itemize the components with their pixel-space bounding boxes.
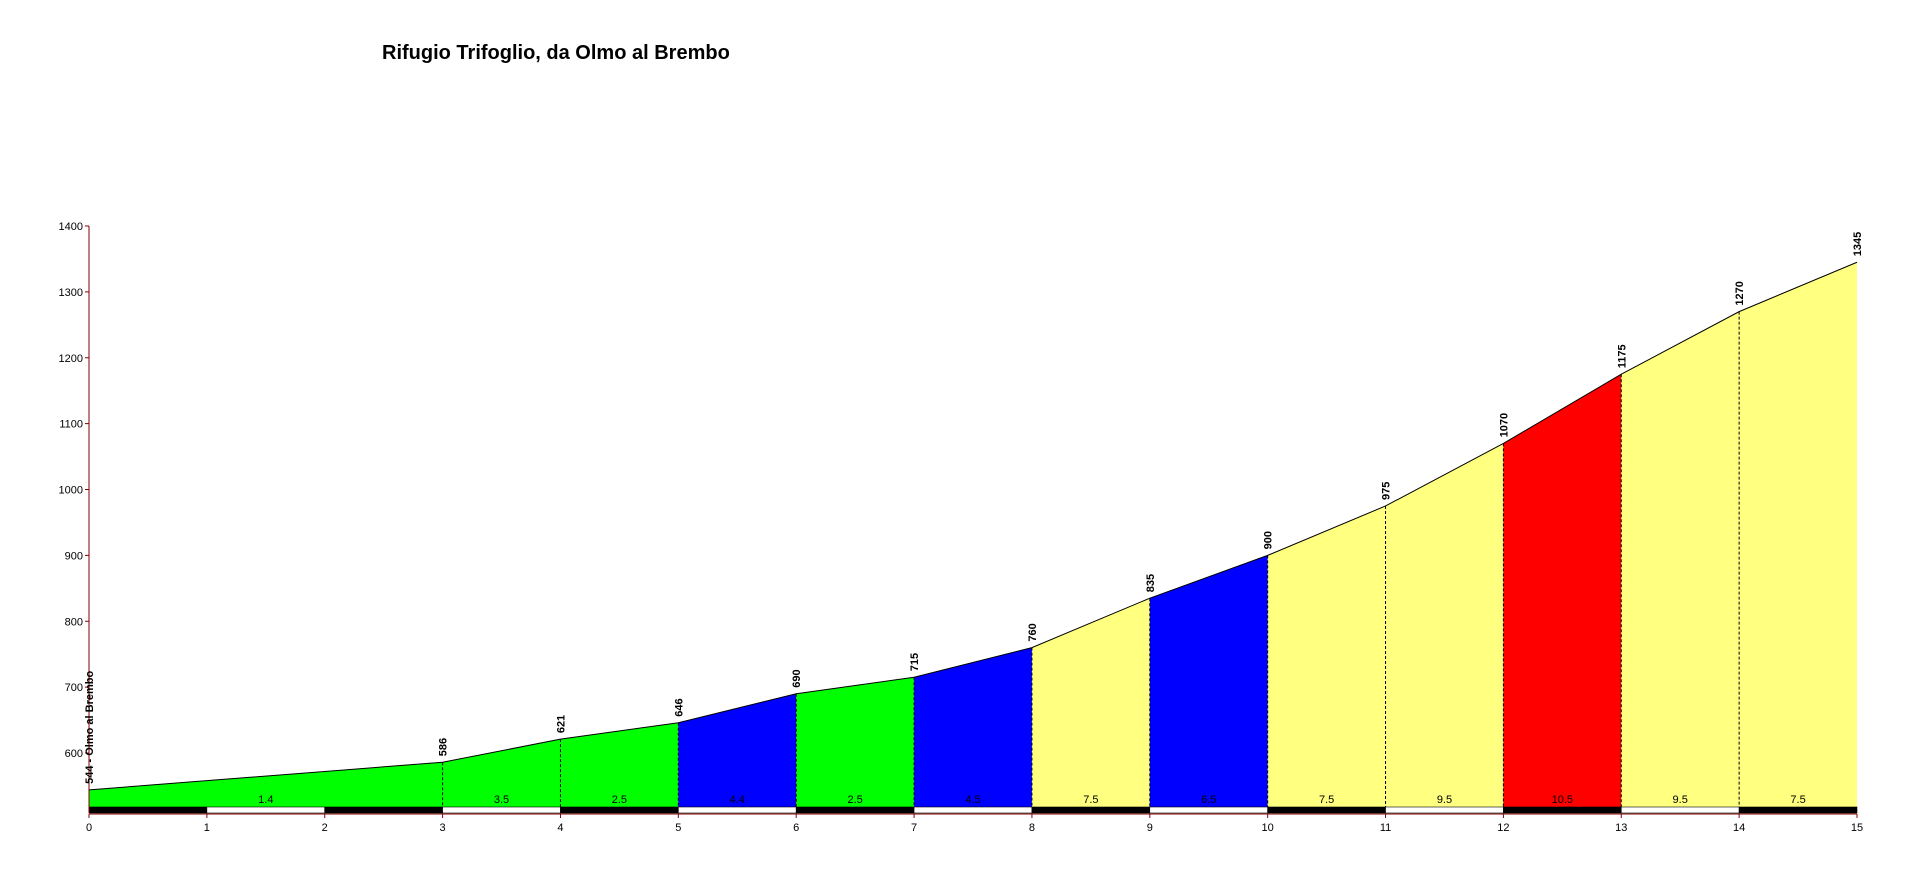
x-tick-label-14: 14 (1733, 822, 1745, 834)
gradient-label-0: 1.4 (258, 794, 273, 806)
km-strip-10 (1267, 806, 1386, 814)
gradient-label-3: 4.4 (730, 794, 745, 806)
km-strip-9 (1149, 806, 1268, 814)
x-tick-label-2: 2 (322, 822, 328, 834)
elevation-label-6: 690 (791, 669, 803, 687)
x-tick-label-5: 5 (675, 822, 681, 834)
profile-line (88, 261, 1858, 791)
gradient-label-8: 7.5 (1319, 794, 1334, 806)
gradient-label-1: 3.5 (494, 794, 509, 806)
segment-area-12 (1739, 262, 1857, 807)
gradient-label-10: 10.5 (1552, 794, 1573, 806)
y-tick-label-1200: 1200 (59, 353, 83, 365)
elevation-label-13: 1175 (1616, 344, 1628, 368)
gradient-label-4: 2.5 (847, 794, 862, 806)
km-strip-6 (795, 806, 915, 814)
km-strip-3 (442, 806, 561, 814)
gradient-label-9: 9.5 (1437, 794, 1452, 806)
x-tick-label-13: 13 (1615, 822, 1627, 834)
x-tick-label-11: 11 (1380, 822, 1391, 834)
km-strip-14 (1738, 806, 1858, 814)
y-tick-label-800: 800 (65, 616, 83, 628)
gradient-label-6: 7.5 (1083, 794, 1098, 806)
x-tick-label-4: 4 (557, 822, 563, 834)
elevation-label-12: 1070 (1498, 413, 1510, 437)
segment-area-11 (1621, 311, 1740, 807)
km-strip-2 (324, 806, 443, 814)
elevation-label-14: 1270 (1734, 281, 1746, 305)
gradient-label-5: 4.5 (965, 794, 980, 806)
segment-area-2 (560, 722, 679, 807)
elevation-label-4: 621 (555, 715, 567, 733)
segment-area-6 (1031, 598, 1150, 807)
y-tick-label-700: 700 (65, 682, 83, 694)
x-tick-label-8: 8 (1029, 822, 1035, 834)
gradient-label-2: 2.5 (612, 794, 627, 806)
elevation-label-15: 1345 (1852, 232, 1864, 256)
gradient-label-12: 7.5 (1790, 794, 1805, 806)
segment-area-9 (1385, 443, 1504, 807)
y-tick-label-1300: 1300 (59, 287, 83, 299)
y-tick-label-600: 600 (65, 748, 83, 760)
x-tick-label-15: 15 (1851, 822, 1863, 834)
elevation-label-8: 760 (1027, 623, 1039, 641)
elevation-label-7: 715 (909, 653, 921, 671)
km-strip-12 (1503, 806, 1622, 814)
elevation-label-9: 835 (1145, 574, 1157, 592)
x-tick-label-10: 10 (1262, 822, 1274, 834)
segment-area-1 (442, 739, 561, 807)
km-strip-0 (88, 806, 208, 814)
gradient-label-7: 6.5 (1201, 794, 1216, 806)
km-strip-11 (1385, 806, 1504, 814)
segment-area-3 (678, 693, 797, 807)
elevation-label-10: 900 (1263, 531, 1275, 549)
km-strip-5 (678, 806, 797, 814)
elevation-label-3: 586 (438, 738, 450, 756)
elevation-label-0: 544 - Olmo al Brembo (84, 671, 96, 784)
km-strip-1 (206, 806, 326, 814)
km-strip-8 (1031, 806, 1151, 814)
elevation-label-11: 975 (1381, 482, 1393, 500)
x-tick-label-12: 12 (1497, 822, 1509, 834)
segment-area-0 (89, 762, 443, 807)
elevation-label-5: 646 (673, 698, 685, 716)
km-strip-4 (560, 806, 679, 814)
y-tick-label-900: 900 (65, 550, 83, 562)
segment-area-10 (1503, 374, 1622, 807)
y-tick-label-1400: 1400 (59, 221, 83, 233)
y-tick-label-1100: 1100 (59, 419, 83, 431)
x-tick-label-3: 3 (440, 822, 446, 834)
y-tick-label-1000: 1000 (59, 485, 83, 497)
chart-title: Rifugio Trifoglio, da Olmo al Brembo (382, 42, 730, 64)
km-strip-7 (913, 806, 1033, 814)
km-strip-13 (1620, 806, 1740, 814)
segment-area-7 (1149, 555, 1268, 807)
x-tick-label-6: 6 (793, 822, 799, 834)
x-tick-label-9: 9 (1147, 822, 1153, 834)
x-tick-label-1: 1 (204, 822, 210, 834)
gradient-label-11: 9.5 (1673, 794, 1688, 806)
segment-area-5 (914, 647, 1032, 807)
x-tick-label-0: 0 (86, 822, 92, 834)
segment-area-4 (796, 677, 915, 807)
segment-area-8 (1267, 505, 1386, 807)
x-tick-label-7: 7 (911, 822, 917, 834)
